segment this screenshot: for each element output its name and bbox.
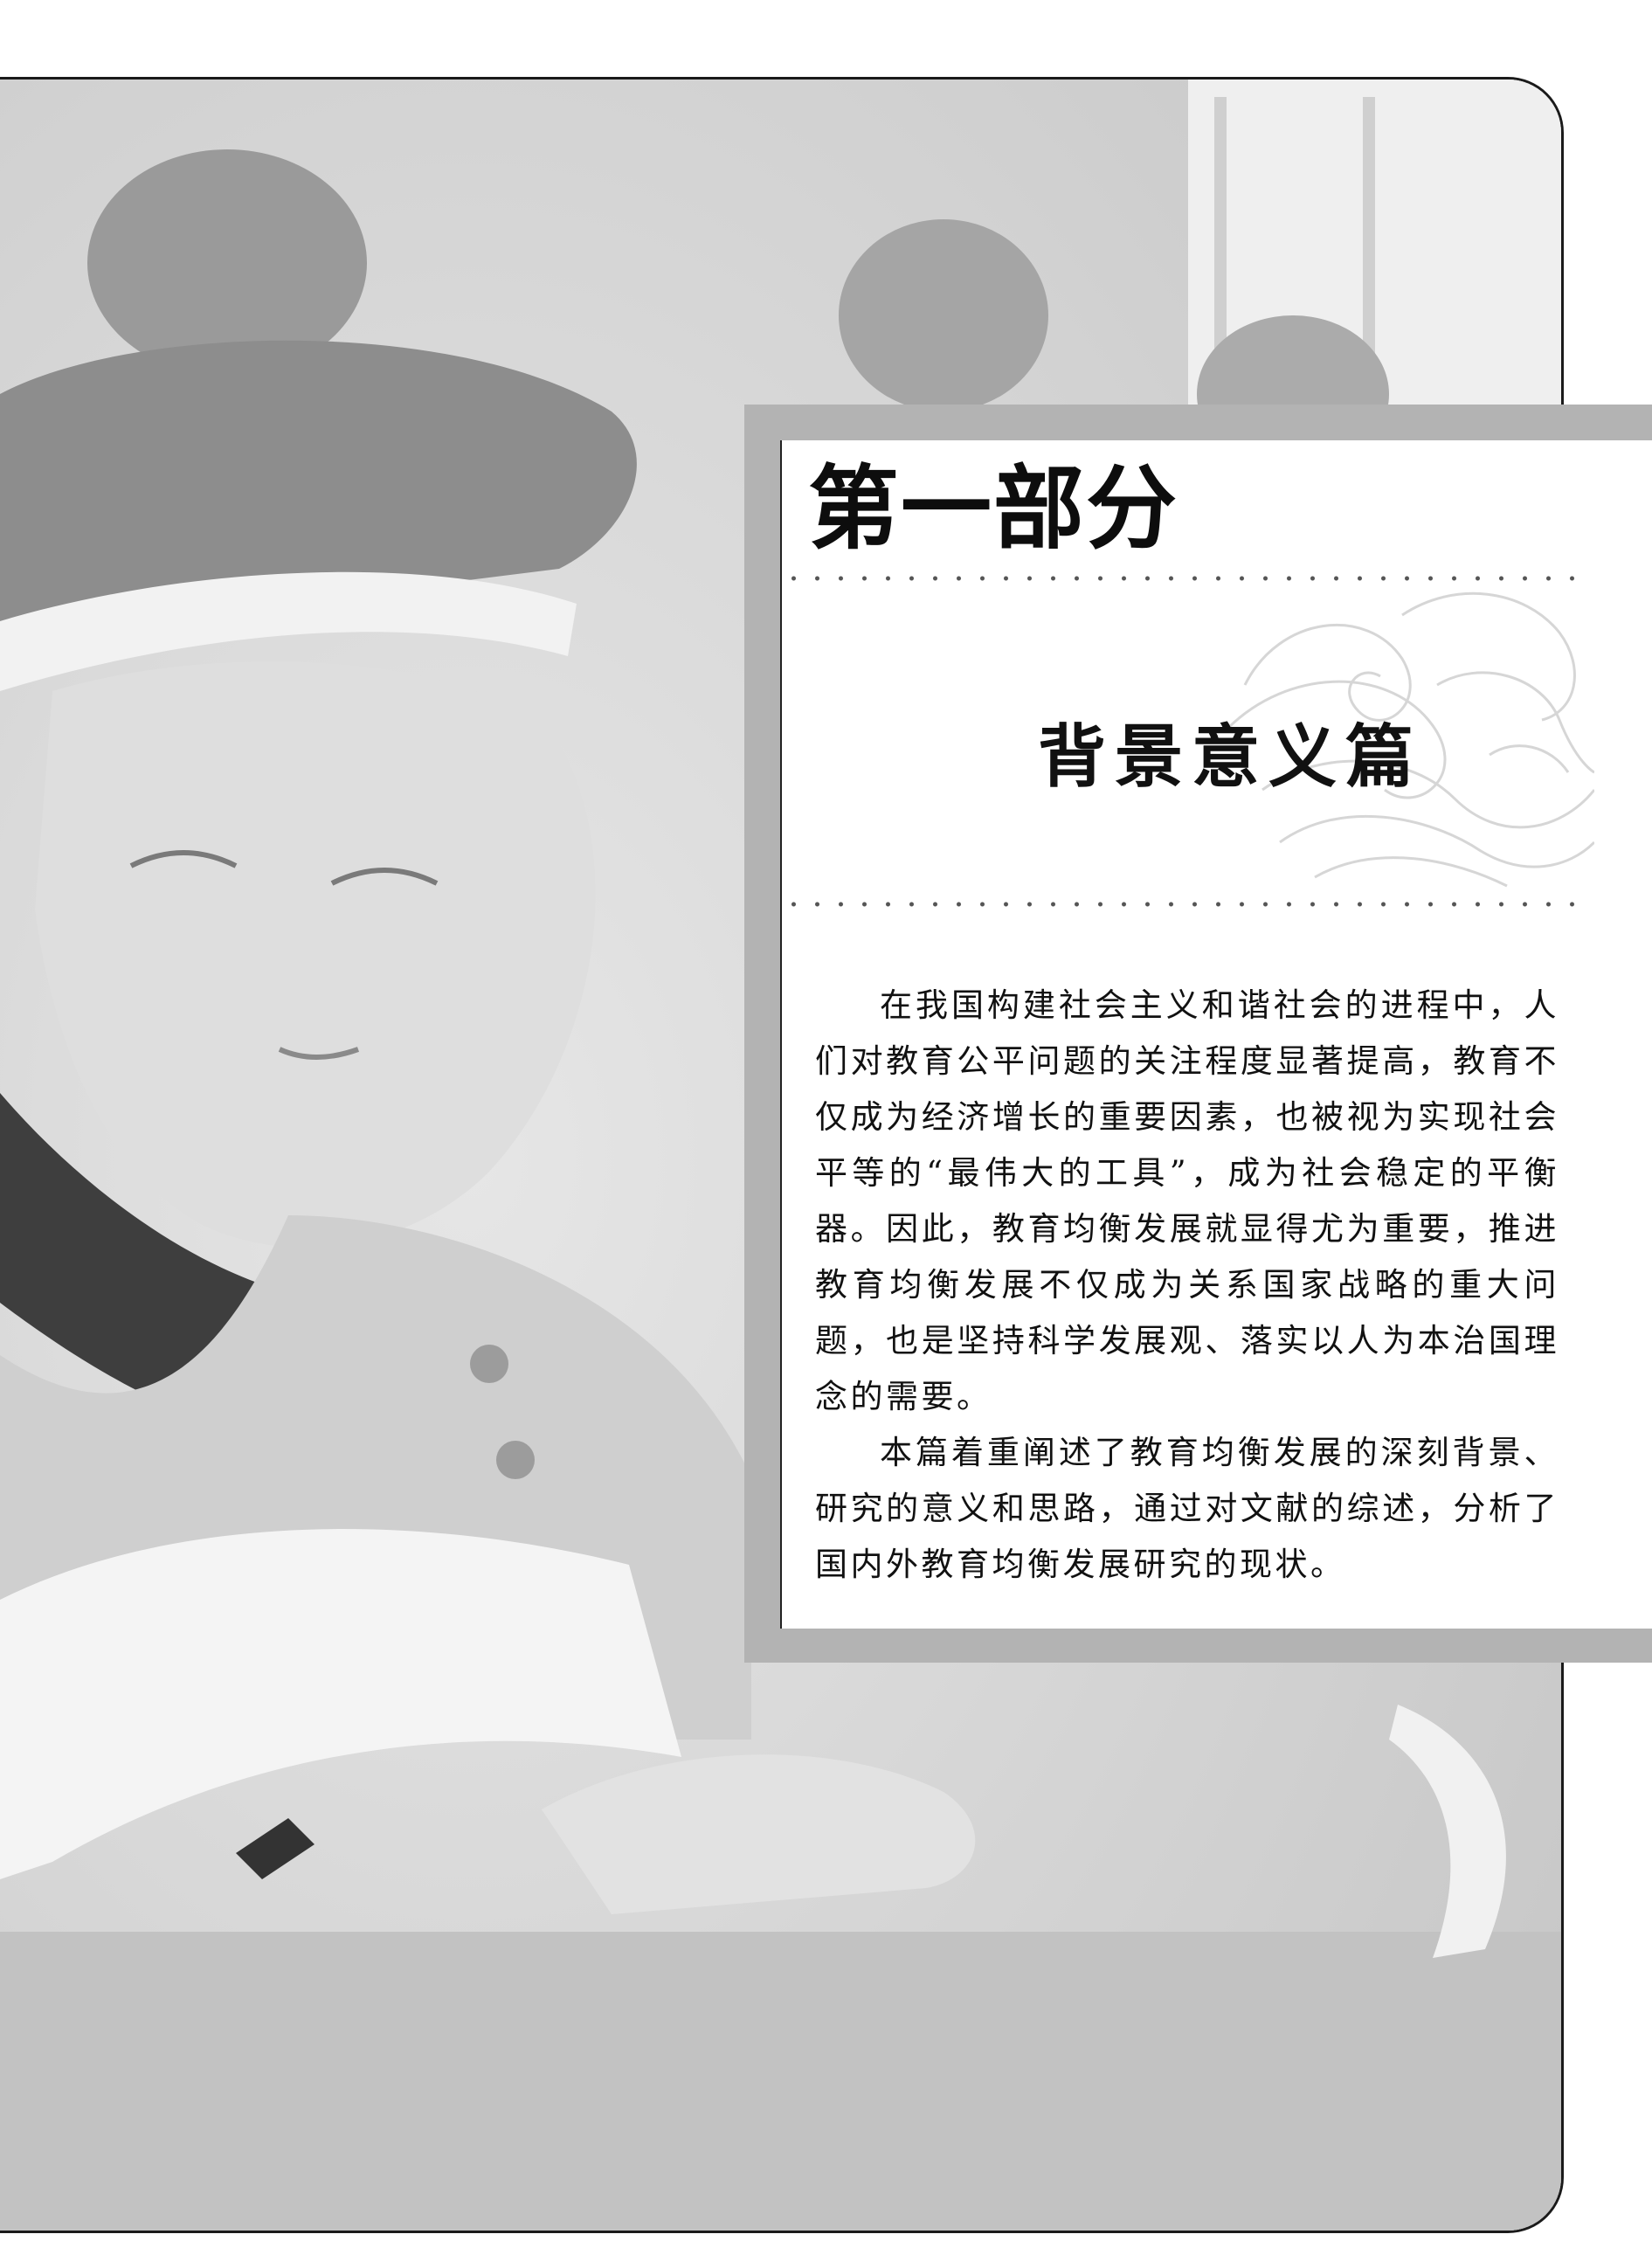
part-title: 第一部分 [808, 455, 1179, 562]
paragraph: 本篇着重阐述了教育均衡发展的深刻背景、研究的意义和思路，通过对文献的综述，分析了… [815, 1434, 1559, 1583]
dotted-divider-bottom [782, 902, 1586, 907]
intro-text: 在我国构建社会主义和谐社会的进程中，人们对教育公平问题的关注程度显著提高，教育不… [815, 978, 1559, 1593]
wave-pattern-icon [1227, 591, 1594, 888]
section-title: 背景意义篇 [1037, 717, 1422, 797]
dotted-divider-top [782, 576, 1586, 581]
paragraph: 在我国构建社会主义和谐社会的进程中，人们对教育公平问题的关注程度显著提高，教育不… [815, 986, 1559, 1415]
title-panel: 第一部分 背景意义篇 在我国构建社会主义和谐社会的进程中，人们对教育公平问题的关… [780, 440, 1652, 1629]
